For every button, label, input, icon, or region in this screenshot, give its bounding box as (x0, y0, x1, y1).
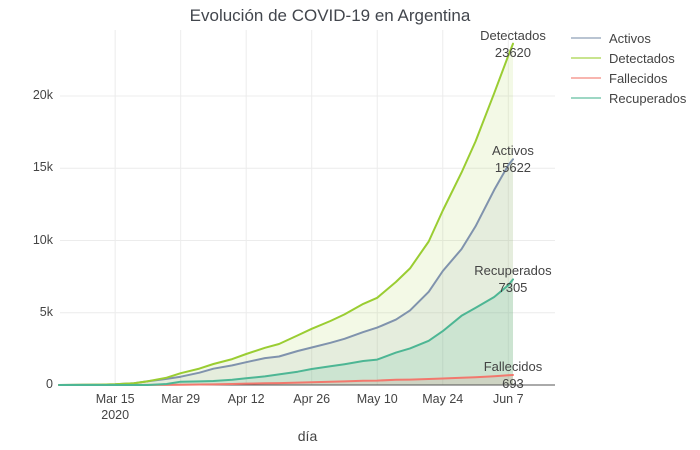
y-tick-label: 20k (32, 88, 53, 102)
chart-title: Evolución de COVID-19 en Argentina (189, 6, 471, 25)
x-tick-label: Mar 29 (161, 392, 201, 406)
end-annotation-recuperados: Recuperados 7305 (474, 263, 552, 296)
area-fill-fallecidos (59, 375, 513, 385)
end-annotation-fallecidos: Fallecidos 693 (483, 358, 543, 391)
area-fill-detectados (59, 43, 513, 385)
y-tick-label: 10k (32, 232, 53, 247)
series-line-detectados (58, 42, 514, 386)
legend-label: Activos (609, 30, 651, 46)
x-tick-label: May 10 (356, 392, 398, 406)
y-tick-label: 15k (32, 160, 53, 175)
legend-line-swatch (571, 77, 601, 79)
area-fill-recuperados (59, 279, 513, 385)
area-fill-activos (59, 159, 513, 385)
y-tick-label: 5k (39, 304, 53, 319)
end-annotation-activos: Activos 15622 (492, 143, 534, 176)
y-tick-label: 0 (46, 377, 53, 391)
legend: Activos Detectados Fallecidos Recuperados (571, 28, 686, 108)
x-axis-title: día (297, 428, 318, 444)
x-tick-label: Apr 12 (227, 392, 265, 406)
legend-label: Recuperados (609, 90, 687, 106)
legend-item-recuperados[interactable]: Recuperados (571, 88, 686, 108)
legend-line-swatch (571, 97, 601, 99)
legend-item-fallecidos[interactable]: Fallecidos (571, 68, 686, 88)
legend-item-activos[interactable]: Activos (571, 28, 686, 48)
legend-label: Fallecidos (609, 70, 668, 86)
x-tick-label: Apr 26 (293, 392, 331, 406)
series-line-recuperados (58, 278, 514, 386)
x-tick-label: May 24 (422, 392, 464, 406)
legend-line-swatch (571, 37, 601, 39)
legend-item-detectados[interactable]: Detectados (571, 48, 686, 68)
x-tick-label: Mar 15 2020 (95, 392, 135, 422)
x-tick-label: Jun 7 (492, 392, 524, 406)
legend-line-swatch (571, 57, 601, 59)
end-annotation-detectados: Detectados 23620 (480, 27, 546, 60)
legend-label: Detectados (609, 50, 675, 66)
